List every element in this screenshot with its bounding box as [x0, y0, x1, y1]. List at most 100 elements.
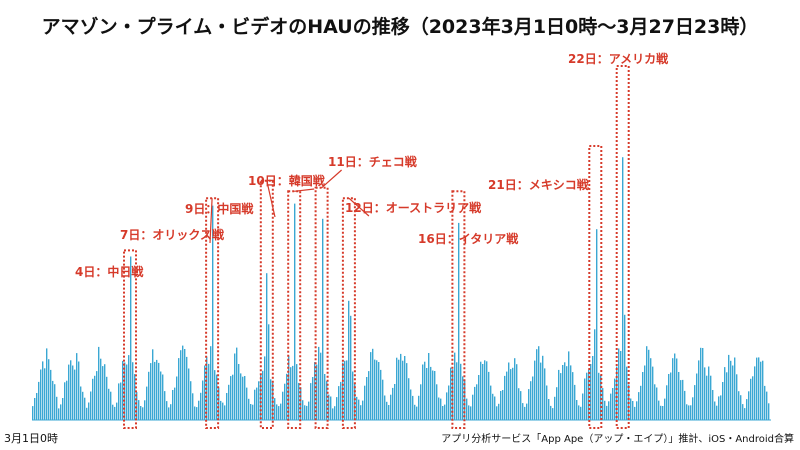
bar — [348, 300, 350, 420]
bar — [606, 405, 608, 420]
bar — [550, 405, 552, 420]
bar — [390, 394, 392, 420]
bar — [32, 406, 34, 420]
bar — [94, 375, 96, 420]
bar — [672, 358, 674, 420]
bar — [340, 381, 342, 420]
bar — [88, 402, 90, 420]
annotation-label-day-21: 21日：メキシコ戦 — [488, 177, 590, 192]
bar — [232, 374, 234, 420]
bar — [224, 405, 226, 420]
bar — [438, 397, 440, 420]
bar — [302, 400, 304, 420]
bar — [350, 315, 352, 420]
bar — [442, 406, 444, 420]
bar — [712, 390, 714, 420]
bar — [720, 395, 722, 420]
bar — [458, 222, 460, 420]
bar — [398, 359, 400, 420]
bar — [188, 368, 190, 420]
bar — [162, 374, 164, 420]
bar — [694, 385, 696, 420]
bar — [290, 367, 292, 420]
bar — [598, 372, 600, 420]
annotation-label-day-22: 22日：アメリカ戦 — [568, 51, 669, 66]
bar — [42, 361, 44, 420]
bar — [566, 366, 568, 420]
bar — [562, 365, 564, 420]
bar — [38, 381, 40, 420]
bar — [742, 404, 744, 420]
bar — [150, 363, 152, 420]
bar — [622, 157, 624, 420]
bar — [168, 407, 170, 420]
bar — [274, 398, 276, 420]
bar — [200, 392, 202, 420]
bar — [676, 358, 678, 420]
bar — [402, 360, 404, 420]
bar — [92, 378, 94, 420]
bar — [336, 397, 338, 420]
bar — [84, 397, 86, 420]
bar — [626, 366, 628, 420]
annotation-box-day-22 — [615, 65, 630, 429]
bar — [422, 364, 424, 420]
bar — [54, 384, 56, 420]
annotation-label-day-16: 16日：イタリア戦 — [418, 231, 519, 246]
bar — [476, 384, 478, 420]
bar — [46, 348, 48, 420]
bar — [400, 353, 402, 420]
bar — [406, 363, 408, 420]
bar — [126, 364, 128, 420]
bar — [368, 371, 370, 420]
bar — [82, 391, 84, 420]
bar — [722, 382, 724, 420]
bar — [358, 399, 360, 420]
bar — [750, 378, 752, 420]
bar — [342, 362, 344, 420]
bar — [572, 372, 574, 420]
bar — [128, 355, 130, 420]
bar — [766, 391, 768, 420]
bar — [514, 358, 516, 420]
bar — [252, 404, 254, 420]
bar — [648, 349, 650, 420]
bar — [620, 351, 622, 420]
bar — [386, 401, 388, 420]
bar — [474, 386, 476, 420]
bar — [212, 205, 214, 420]
bar — [654, 384, 656, 420]
bar — [462, 376, 464, 420]
bar — [104, 364, 106, 420]
bar — [504, 375, 506, 420]
bar — [292, 365, 294, 420]
bar — [652, 366, 654, 420]
bar — [208, 363, 210, 420]
bar — [68, 364, 70, 420]
bar — [452, 369, 454, 420]
bar — [392, 387, 394, 420]
bar — [210, 346, 212, 420]
bar — [332, 408, 334, 420]
bar — [700, 347, 702, 420]
bar — [664, 398, 666, 420]
bar — [166, 401, 168, 420]
bar — [388, 405, 390, 420]
bar — [718, 396, 720, 420]
bar — [450, 367, 452, 420]
bar — [468, 405, 470, 420]
bar — [270, 379, 272, 420]
bar — [768, 403, 770, 420]
bar — [582, 393, 584, 420]
bar — [436, 384, 438, 420]
bar — [318, 346, 320, 420]
bar — [112, 404, 114, 420]
bar — [320, 352, 322, 420]
bar — [636, 401, 638, 420]
bar — [110, 391, 112, 420]
bar — [176, 376, 178, 420]
bar — [344, 360, 346, 420]
bar — [98, 346, 100, 420]
bar — [740, 395, 742, 420]
bar — [678, 372, 680, 420]
